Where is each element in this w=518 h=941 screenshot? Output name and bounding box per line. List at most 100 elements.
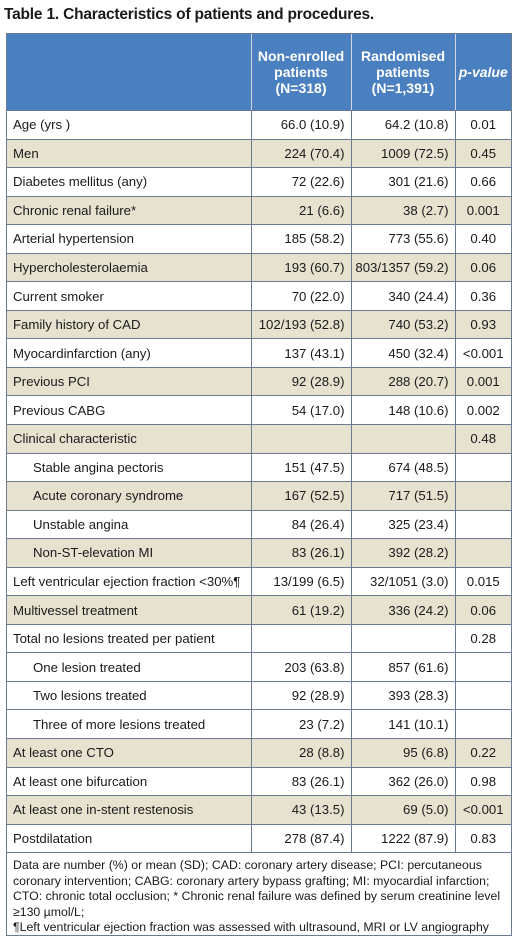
table-row: At least one in-stent restenosis 43 (13.5… bbox=[7, 795, 511, 825]
p-value: 0.45 bbox=[454, 139, 511, 169]
p-value: 0.06 bbox=[454, 595, 511, 625]
randomised-value: 674 (48.5) bbox=[350, 453, 455, 483]
row-label: At least one bifurcation bbox=[7, 767, 251, 797]
randomised-value bbox=[350, 424, 455, 454]
row-label: Three of more lesions treated bbox=[7, 709, 251, 740]
non-enrolled-value: 102/193 (52.8) bbox=[250, 310, 351, 340]
non-enrolled-value: 167 (52.5) bbox=[250, 481, 351, 511]
non-enrolled-value: 92 (28.9) bbox=[250, 367, 351, 397]
non-enrolled-value: 203 (63.8) bbox=[250, 652, 351, 682]
row-label: Arterial hypertension bbox=[7, 224, 251, 254]
non-enrolled-value: 83 (26.1) bbox=[250, 538, 351, 568]
table-frame: Non-enrolled patients (N=318) Randomised… bbox=[6, 33, 512, 936]
randomised-value: 32/1051 (3.0) bbox=[350, 567, 455, 597]
randomised-value: 340 (24.4) bbox=[350, 281, 455, 311]
header-randomised: Randomised patients (N=1,391) bbox=[350, 34, 455, 111]
row-label: Age (yrs ) bbox=[7, 110, 251, 140]
randomised-value: 69 (5.0) bbox=[350, 795, 455, 825]
non-enrolled-value: 43 (13.5) bbox=[250, 795, 351, 825]
row-label: Current smoker bbox=[7, 281, 251, 311]
randomised-value: 141 (10.1) bbox=[350, 709, 455, 740]
header-non-enrolled-line3: (N=318) bbox=[275, 80, 327, 96]
p-value: 0.002 bbox=[454, 395, 511, 426]
table-row: Chronic renal failure* 21 (6.6) 38 (2.7) 0.… bbox=[7, 196, 511, 226]
p-value bbox=[454, 681, 511, 711]
characteristics-table: Non-enrolled patients (N=318) Randomised… bbox=[7, 34, 511, 936]
non-enrolled-value: 84 (26.4) bbox=[250, 510, 351, 540]
table-title: Table 1. Characteristics of patients and… bbox=[4, 6, 375, 23]
footnote-row: Data are number (%) or mean (SD); CAD: c… bbox=[7, 853, 511, 936]
row-label: Myocardinfarction (any) bbox=[7, 338, 251, 368]
p-value bbox=[454, 538, 511, 568]
randomised-value: 740 (53.2) bbox=[350, 310, 455, 340]
randomised-value: 717 (51.5) bbox=[350, 481, 455, 511]
non-enrolled-value: 72 (22.6) bbox=[250, 167, 351, 197]
non-enrolled-value: 137 (43.1) bbox=[250, 338, 351, 368]
non-enrolled-value: 70 (22.0) bbox=[250, 281, 351, 311]
header-p-value: p-value bbox=[454, 34, 511, 111]
non-enrolled-value: 28 (8.8) bbox=[250, 738, 351, 768]
table-row: Two lesions treated 92 (28.9) 393 (28.3) bbox=[7, 681, 511, 711]
randomised-value: 288 (20.7) bbox=[350, 367, 455, 397]
randomised-value bbox=[350, 624, 455, 654]
row-label: Chronic renal failure* bbox=[7, 196, 251, 226]
randomised-value: 393 (28.3) bbox=[350, 681, 455, 711]
non-enrolled-value: 92 (28.9) bbox=[250, 681, 351, 711]
table-row: Men 224 (70.4) 1009 (72.5) 0.45 bbox=[7, 139, 511, 169]
row-label: Postdilatation bbox=[7, 824, 251, 854]
non-enrolled-value: 224 (70.4) bbox=[250, 139, 351, 169]
row-label: Previous PCI bbox=[7, 367, 251, 397]
table-row: Hypercholesterolaemia 193 (60.7) 803/1357 … bbox=[7, 253, 511, 283]
table-row: Stable angina pectoris 151 (47.5) 674 (48.… bbox=[7, 453, 511, 483]
p-value: 0.22 bbox=[454, 738, 511, 768]
randomised-value: 336 (24.2) bbox=[350, 595, 455, 625]
p-value: 0.93 bbox=[454, 310, 511, 340]
randomised-value: 773 (55.6) bbox=[350, 224, 455, 254]
randomised-value: 362 (26.0) bbox=[350, 767, 455, 797]
non-enrolled-value: 193 (60.7) bbox=[250, 253, 351, 283]
table-row: Acute coronary syndrome 167 (52.5) 717 (51… bbox=[7, 481, 511, 511]
p-value bbox=[454, 453, 511, 483]
row-label: Previous CABG bbox=[7, 395, 251, 426]
header-label-cell bbox=[7, 34, 251, 111]
p-value: 0.001 bbox=[454, 367, 511, 397]
table-row: Diabetes mellitus (any) 72 (22.6) 301 (21.… bbox=[7, 167, 511, 197]
non-enrolled-value: 151 (47.5) bbox=[250, 453, 351, 483]
p-value: 0.015 bbox=[454, 567, 511, 597]
row-label: Left ventricular ejection fraction <30%¶ bbox=[7, 567, 251, 597]
p-value: <0.001 bbox=[454, 795, 511, 825]
table-row: Arterial hypertension 185 (58.2) 773 (55.6… bbox=[7, 224, 511, 254]
non-enrolled-value: 23 (7.2) bbox=[250, 709, 351, 740]
p-value bbox=[454, 510, 511, 540]
randomised-value: 148 (10.6) bbox=[350, 395, 455, 426]
table-row: Postdilatation 278 (87.4) 1222 (87.9) 0.83 bbox=[7, 824, 511, 854]
p-value: 0.06 bbox=[454, 253, 511, 283]
header-row: Non-enrolled patients (N=318) Randomised… bbox=[7, 34, 511, 111]
randomised-value: 803/1357 (59.2) bbox=[350, 253, 455, 283]
row-label: Family history of CAD bbox=[7, 310, 251, 340]
non-enrolled-value: 185 (58.2) bbox=[250, 224, 351, 254]
p-value: <0.001 bbox=[454, 338, 511, 368]
p-value bbox=[454, 652, 511, 682]
header-randomised-line3: (N=1,391) bbox=[371, 80, 435, 96]
row-label: Men bbox=[7, 139, 251, 169]
header-non-enrolled: Non-enrolled patients (N=318) bbox=[250, 34, 351, 111]
p-value bbox=[454, 709, 511, 740]
row-label: Unstable angina bbox=[7, 510, 251, 540]
table-row: Total no lesions treated per patient 0.28 bbox=[7, 624, 511, 654]
randomised-value: 450 (32.4) bbox=[350, 338, 455, 368]
p-value: 0.01 bbox=[454, 110, 511, 140]
row-label: Total no lesions treated per patient bbox=[7, 624, 251, 654]
p-value: 0.83 bbox=[454, 824, 511, 854]
non-enrolled-value: 21 (6.6) bbox=[250, 196, 351, 226]
p-value: 0.98 bbox=[454, 767, 511, 797]
row-label: Multivessel treatment bbox=[7, 595, 251, 625]
header-non-enrolled-line2: patients bbox=[274, 64, 328, 80]
table-row: Left ventricular ejection fraction <30%¶… bbox=[7, 567, 511, 597]
non-enrolled-value: 66.0 (10.9) bbox=[250, 110, 351, 140]
randomised-value: 95 (6.8) bbox=[350, 738, 455, 768]
row-label: At least one in-stent restenosis bbox=[7, 795, 251, 825]
randomised-value: 392 (28.2) bbox=[350, 538, 455, 568]
table-row: Non-ST-elevation MI 83 (26.1) 392 (28.2) bbox=[7, 538, 511, 568]
table-row: Clinical characteristic 0.48 bbox=[7, 424, 511, 454]
